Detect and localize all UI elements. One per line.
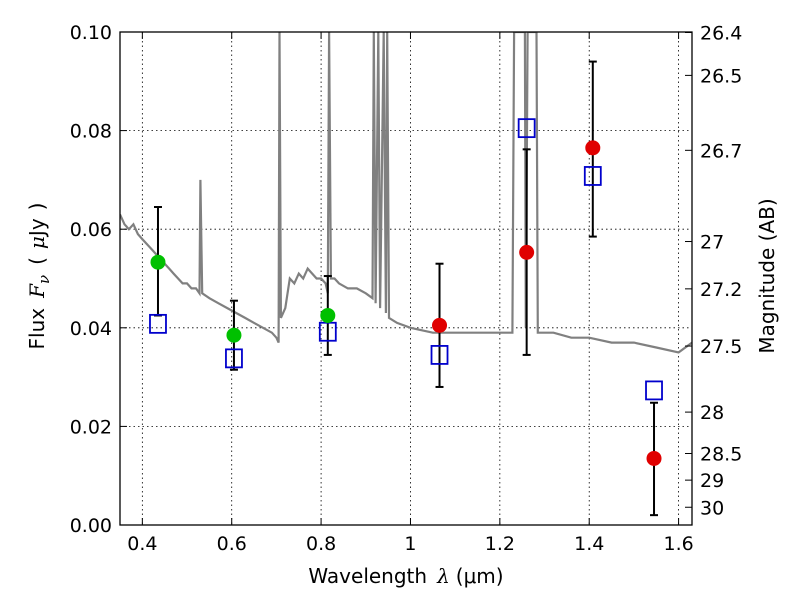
model-photometry-point [430,345,449,365]
y2-axis-label: Magnitude (AB) [755,198,779,353]
y2-tick-label: 27.2 [700,279,742,301]
y-tick-label: 0.02 [70,416,112,438]
x-tick-label: 0.8 [306,533,336,555]
y2-axis-ticks: 26.4 26.5 26.7 27 27.2 27.5 28 28.5 29 30 [685,22,742,519]
y-axis-ticks: 0.00 0.02 0.04 0.06 0.08 0.10 [70,22,127,537]
error-bars [153,60,659,517]
observed-point [150,254,166,270]
observed-point [432,317,448,333]
x-tick-label: 0.6 [217,533,247,555]
y2-tick-label: 27 [700,232,724,254]
y-tick-label: 0.00 [70,515,112,537]
y-tick-label: 0.06 [70,219,112,241]
grid [120,31,692,526]
model-photometry-point [225,348,243,369]
y2-tick-label: 26.5 [700,65,742,87]
x-tick-label: 1.6 [663,533,693,555]
y2-tick-label: 28.5 [700,444,742,466]
model-photometry-point [517,118,536,139]
model-photometry-point [645,380,663,401]
model-sed-line [120,32,692,354]
model-photometry-point [583,166,602,186]
y2-tick-label: 27.5 [700,336,742,358]
plot-area [120,32,692,517]
x-tick-label: 1.4 [574,533,604,555]
x-axis-label: Wavelength λ (μm) [308,564,503,588]
y-tick-label: 0.08 [70,121,112,143]
y-tick-label: 0.04 [70,318,112,340]
model-photometry-points [149,118,663,401]
observed-point [320,307,336,323]
y2-tick-label: 26.4 [700,22,742,44]
x-tick-label: 0.4 [127,533,157,555]
y2-tick-label: 30 [700,497,724,519]
observed-point [646,450,662,466]
observed-point [519,244,535,260]
model-photometry-point [149,313,167,334]
observed-points [150,140,662,466]
observed-point [226,327,242,343]
y-tick-label: 0.10 [70,22,112,44]
y-axis-label: FluxFν(μJy) [25,203,53,350]
y2-tick-label: 29 [700,470,724,492]
y2-tick-label: 26.7 [700,140,742,162]
x-tick-label: 1.2 [485,533,515,555]
observed-point [585,140,601,156]
plot-frame [119,31,693,526]
x-axis-ticks: 0.4 0.6 0.8 1 1.2 1.4 1.6 [127,32,694,555]
y2-tick-label: 28 [700,402,724,424]
x-tick-label: 1 [404,533,416,555]
